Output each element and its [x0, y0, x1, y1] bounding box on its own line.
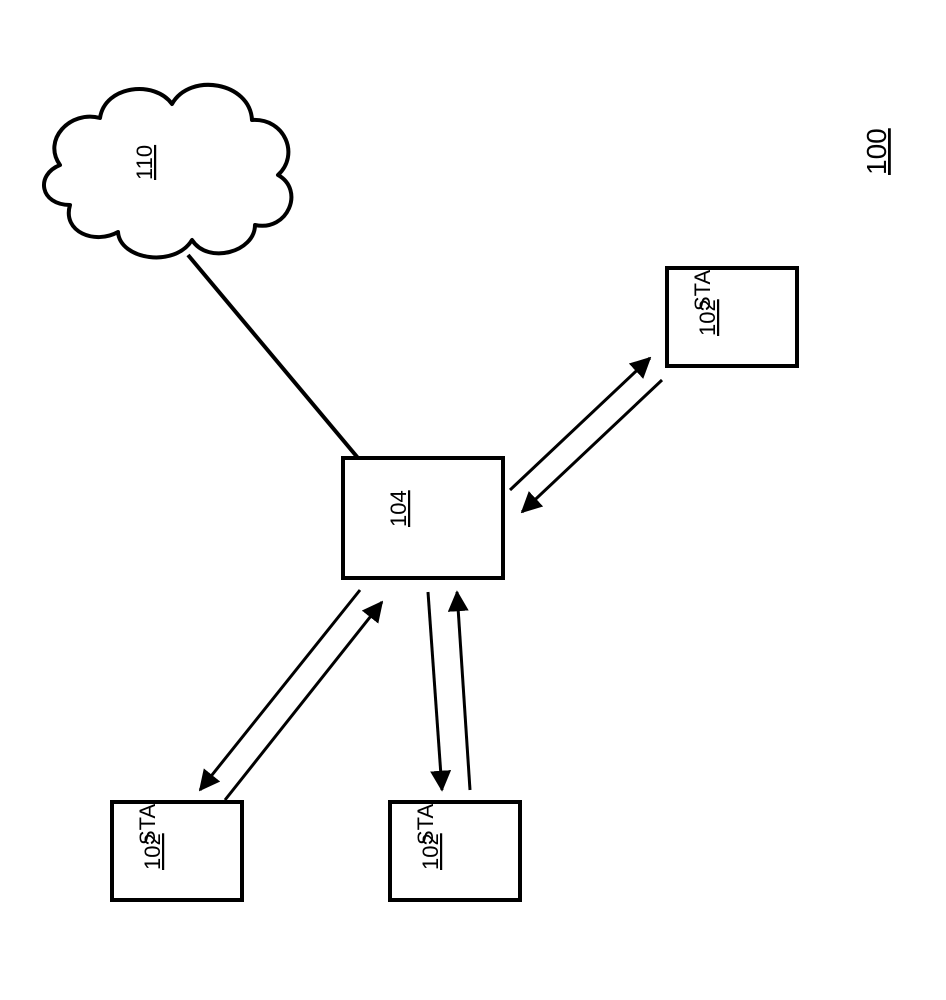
cloud-ap-link [188, 255, 358, 458]
link-sta2-out [428, 592, 442, 790]
link-sta3-out [510, 358, 650, 490]
station-box-1 [112, 802, 242, 900]
station-ref-1: 102 [140, 833, 165, 870]
access-point-box [343, 458, 503, 578]
link-sta1-in [225, 602, 382, 800]
station-box-3 [667, 268, 797, 366]
link-sta3-in [522, 380, 662, 512]
station-ref-3: 102 [695, 299, 720, 336]
station-ref-2: 102 [418, 833, 443, 870]
link-sta2-in [457, 592, 470, 790]
cloud-ref: 110 [132, 145, 157, 180]
access-point-ref: 104 [386, 490, 411, 527]
cloud-network [44, 85, 291, 258]
link-sta1-out [200, 590, 360, 790]
figure-label: 100 [861, 128, 892, 175]
station-box-2 [390, 802, 520, 900]
